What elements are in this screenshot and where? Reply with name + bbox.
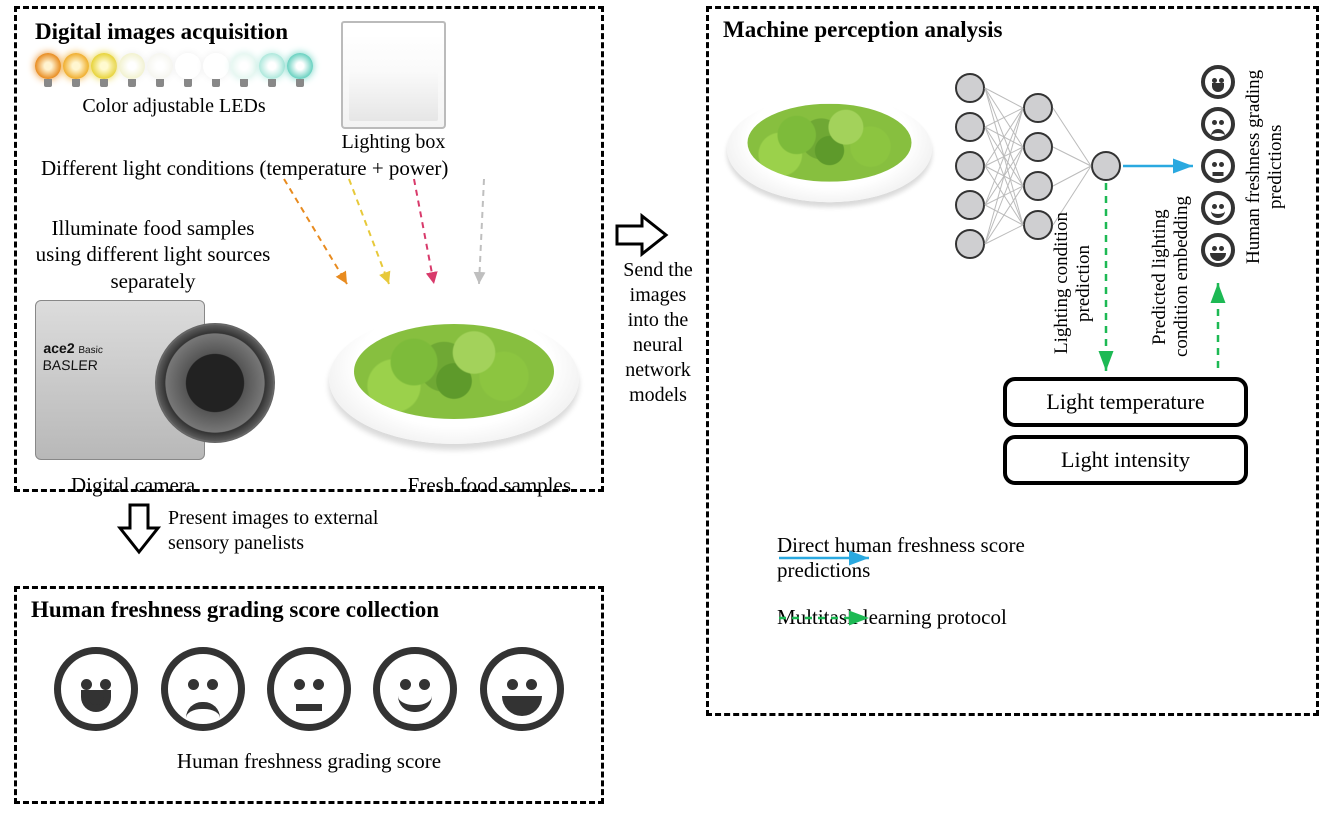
face-5-icon	[480, 647, 564, 731]
legend-arrow-direct-icon	[777, 548, 875, 568]
face-2-icon	[161, 647, 245, 731]
vtext-embedding: Predicted lighting condition embedding	[1149, 177, 1193, 377]
led-icon	[35, 53, 61, 79]
faces-row	[31, 647, 587, 731]
arrow-right-text: Send the images into the neural network …	[614, 258, 702, 408]
box-temp: Light temperature	[1003, 377, 1248, 427]
led-label: Color adjustable LEDs	[35, 95, 313, 118]
camera-brand-1: ace2	[43, 340, 75, 356]
led-icon	[91, 53, 117, 79]
led-icon	[259, 53, 285, 79]
machine-title: Machine perception analysis	[723, 17, 1302, 43]
lighting-box-icon	[341, 29, 446, 129]
panel-machine: Machine perception analysis	[706, 6, 1319, 716]
led-icon	[147, 53, 173, 79]
panel-human: Human freshness grading score collection…	[14, 586, 604, 804]
face-4-icon	[373, 647, 457, 731]
camera-icon: ace2 Basic BASLER	[35, 285, 265, 475]
acq-subtitle: Different light conditions (temperature …	[41, 156, 589, 181]
panel-acquisition: Digital images acquisition Color adjusta…	[14, 6, 604, 492]
camera-brand-2: BASLER	[42, 357, 102, 374]
face-1-icon	[54, 647, 138, 731]
arrow-right-icon	[614, 212, 670, 258]
arrow-down-text: Present images to external sensory panel…	[168, 506, 428, 556]
face-3-icon	[267, 647, 351, 731]
vtext-lighting: Lighting condition prediction	[1051, 191, 1095, 376]
box-intensity: Light intensity	[1003, 435, 1248, 485]
led-icon	[119, 53, 145, 79]
food-sample-icon	[329, 284, 579, 464]
led-row	[35, 53, 313, 79]
vtext-faces: Human freshness grading predictions	[1243, 52, 1287, 282]
led-icon	[231, 53, 257, 79]
human-title: Human freshness grading score collection	[31, 597, 587, 623]
led-icon	[203, 53, 229, 79]
legend-arrow-multitask-icon	[777, 608, 875, 628]
acq-title: Digital images acquisition	[35, 19, 589, 45]
led-icon	[175, 53, 201, 79]
led-icon	[63, 53, 89, 79]
led-icon	[287, 53, 313, 79]
lightbox-label: Lighting box	[341, 131, 446, 154]
camera-brand-1b: Basic	[78, 345, 103, 356]
legend: Direct human freshness score predictions…	[777, 533, 1077, 630]
human-score-label: Human freshness grading score	[31, 749, 587, 774]
arrow-down-icon	[116, 502, 162, 556]
